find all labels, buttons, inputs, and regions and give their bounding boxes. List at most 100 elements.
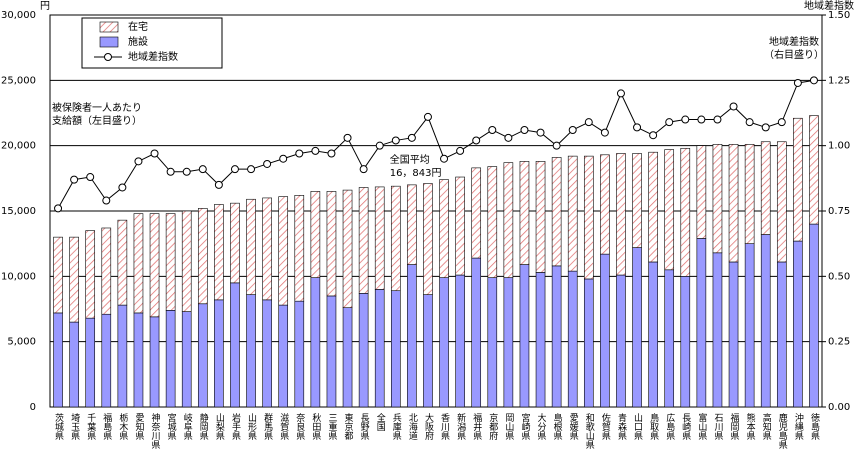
bar-segment — [246, 198, 256, 295]
bar-segment — [117, 219, 128, 306]
bar-segment — [664, 149, 675, 271]
annotation: 16，843円 — [390, 168, 442, 179]
index-point — [809, 76, 818, 85]
x-tick-label: 大阪府 — [423, 412, 434, 441]
y2-tick-label: 0.75 — [828, 206, 850, 217]
bar-segment — [149, 316, 160, 408]
bar-segment — [583, 155, 594, 280]
x-tick-label: 静岡県 — [198, 412, 209, 441]
index-point — [70, 175, 79, 184]
bar-segment — [133, 213, 144, 314]
index-point — [729, 102, 738, 111]
bar-segment — [519, 264, 530, 408]
x-tick-label: 山梨県 — [214, 413, 225, 441]
x-tick-label: 長野県 — [359, 413, 370, 441]
index-point — [214, 180, 223, 189]
index-point — [150, 149, 159, 158]
bar-segment — [69, 321, 79, 408]
index-point — [198, 165, 207, 174]
x-tick-label: 茨城県 — [53, 412, 64, 441]
index-point — [552, 141, 561, 150]
bar-segment — [214, 204, 224, 301]
bar-segment — [535, 161, 546, 273]
bar-segment — [728, 261, 739, 408]
y2-tick-label: 0.00 — [828, 402, 850, 413]
x-tick-label: 東京都 — [343, 412, 354, 441]
bar-segment — [455, 274, 465, 408]
x-tick-label: 富山県 — [696, 412, 707, 441]
x-tick-label: 福岡県 — [729, 412, 740, 441]
index-point — [375, 141, 384, 150]
bar-segment — [471, 167, 482, 259]
bar-segment — [230, 202, 240, 284]
x-tick-label: 山口県 — [632, 413, 643, 441]
bar-segment — [600, 154, 610, 255]
bar-segment — [390, 185, 401, 292]
bar-segment — [53, 236, 63, 314]
annotation: 全国平均 — [390, 153, 430, 166]
bar-segment — [760, 141, 771, 235]
y-tick-label: 25,000 — [1, 75, 36, 86]
bar-segment — [310, 191, 321, 278]
x-tick-label: 全国 — [375, 412, 386, 432]
x-tick-label: 滋賀県 — [278, 412, 289, 441]
index-point — [295, 149, 304, 158]
x-tick-label: 和歌山県 — [584, 413, 595, 450]
index-point — [536, 128, 545, 137]
bar-segment — [342, 307, 353, 408]
index-point — [423, 112, 432, 121]
bar-segment — [423, 183, 433, 295]
index-point — [649, 131, 658, 140]
bar-segment — [551, 265, 562, 408]
bar-segment — [551, 157, 562, 267]
x-tick-label: 栃木県 — [117, 412, 128, 441]
y-tick-label: 0 — [30, 402, 36, 413]
bar-segment — [632, 153, 642, 248]
x-tick-label: 広島県 — [664, 412, 675, 441]
bar-segment — [680, 276, 691, 408]
bar-segment — [165, 213, 176, 311]
bar-segment — [262, 197, 272, 301]
index-point — [456, 146, 465, 155]
bar-segment — [133, 312, 144, 408]
annotation: 被保険者一人あたり — [52, 101, 142, 114]
x-tick-label: 宮城県 — [166, 412, 177, 441]
bar-segment — [776, 141, 787, 263]
plot-frame — [49, 14, 823, 408]
bar-segment — [278, 196, 289, 306]
index-point — [134, 157, 143, 166]
index-point — [166, 167, 175, 176]
bar-segment — [567, 155, 578, 272]
bar-segment — [117, 304, 128, 408]
bar-segment — [793, 117, 803, 242]
index-point — [568, 125, 577, 134]
bar-segment — [809, 223, 819, 408]
index-point — [102, 196, 111, 205]
bar-segment — [760, 234, 771, 408]
index-point — [311, 146, 320, 155]
x-tick-label: 岐阜県 — [182, 412, 193, 441]
bar-segment — [487, 166, 498, 278]
x-tick-label: 沖縄県 — [793, 412, 804, 441]
bar-segment — [744, 144, 755, 244]
index-point — [793, 78, 802, 87]
bar-segment — [793, 240, 803, 408]
x-tick-label: 愛知県 — [133, 412, 144, 441]
bar-segment — [326, 191, 337, 297]
index-point — [54, 204, 63, 213]
x-tick-label: 新潟県 — [455, 412, 466, 441]
y2-tick-label: 0.50 — [828, 271, 850, 282]
index-point — [616, 89, 625, 98]
bar-segment — [809, 115, 819, 225]
index-point — [230, 165, 239, 174]
x-tick-label: 埼玉県 — [69, 412, 80, 441]
x-tick-label: 奈良県 — [294, 412, 305, 441]
legend-marker — [104, 53, 112, 61]
bar-segment — [85, 230, 96, 319]
x-tick-label: 京都府 — [487, 412, 498, 441]
index-point — [745, 118, 754, 127]
bar-segment — [407, 184, 417, 265]
bar-segment — [712, 144, 723, 254]
bar-segment — [326, 295, 337, 408]
